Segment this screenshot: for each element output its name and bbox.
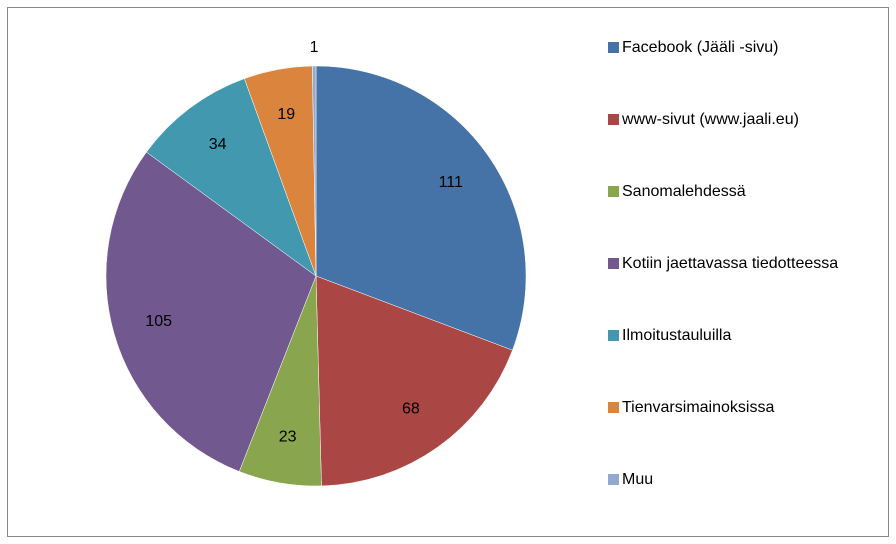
- pie-slice: [105, 151, 317, 472]
- legend-entry: Kotiin jaettavassa tiedotteessa: [608, 254, 842, 274]
- data-label: 19: [277, 106, 295, 123]
- legend-label: Sanomalehdessä: [622, 183, 746, 200]
- pie-slice: [315, 65, 527, 351]
- data-label: 34: [209, 136, 227, 153]
- legend-swatch: [608, 186, 619, 197]
- data-label: 111: [439, 174, 463, 191]
- legend-swatch: [608, 114, 619, 125]
- legend-entry: Ilmoitustauluilla: [608, 326, 842, 346]
- legend-label: www-sivut (www.jaali.eu): [622, 111, 799, 128]
- data-label: 68: [402, 401, 420, 418]
- legend-entry: Sanomalehdessä: [608, 182, 842, 202]
- legend-entry: www-sivut (www.jaali.eu): [608, 110, 842, 130]
- legend-swatch: [608, 402, 619, 413]
- data-label: 23: [279, 429, 297, 446]
- legend-entry: Tienvarsimainoksissa: [608, 398, 842, 418]
- legend-entry: Facebook (Jääli -sivu): [608, 38, 842, 58]
- data-label: 1: [310, 39, 319, 56]
- legend-swatch: [608, 42, 619, 53]
- data-label: 105: [145, 313, 172, 330]
- legend-swatch: [608, 330, 619, 341]
- legend-label: Ilmoitustauluilla: [622, 327, 732, 344]
- legend-label: Kotiin jaettavassa tiedotteessa: [622, 255, 839, 272]
- legend-swatch: [608, 258, 619, 269]
- legend-label: Tienvarsimainoksissa: [622, 399, 775, 416]
- legend-label: Muu: [622, 471, 654, 488]
- pie-slice: [146, 78, 317, 277]
- pie-slice: [312, 65, 317, 277]
- pie-slice: [315, 275, 513, 487]
- legend-label: Facebook (Jääli -sivu): [622, 39, 779, 56]
- legend-entry: Muu: [608, 470, 842, 490]
- legend-swatch: [608, 474, 619, 485]
